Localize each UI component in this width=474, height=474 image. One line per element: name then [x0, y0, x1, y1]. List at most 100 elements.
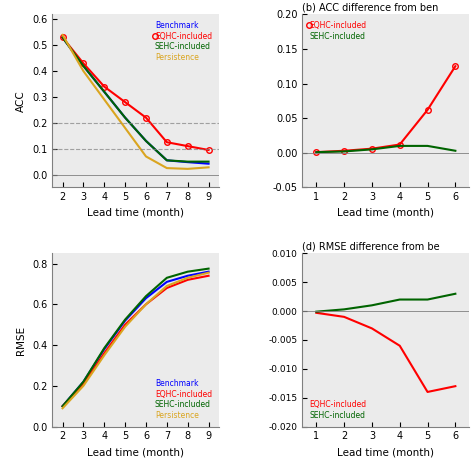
EQHC-included	[185, 143, 191, 149]
EQHC-included	[122, 100, 128, 105]
Benchmark	[101, 89, 107, 95]
EQHC-included	[453, 383, 458, 389]
Persistence	[81, 383, 86, 389]
Line: EQHC-included: EQHC-included	[316, 313, 456, 392]
EQHC-included	[143, 115, 149, 120]
SEHC-included	[143, 138, 149, 144]
EQHC-included	[206, 273, 211, 279]
Benchmark	[206, 269, 211, 274]
Line: SEHC-included: SEHC-included	[63, 37, 209, 162]
EQHC-included	[60, 403, 65, 409]
EQHC-included	[397, 343, 402, 348]
SEHC-included	[143, 293, 149, 299]
Persistence	[164, 165, 170, 171]
Benchmark	[81, 63, 86, 69]
EQHC-included	[341, 148, 347, 154]
SEHC-included	[313, 149, 319, 155]
Line: SEHC-included: SEHC-included	[63, 269, 209, 406]
SEHC-included	[81, 379, 86, 384]
EQHC-included	[81, 381, 86, 387]
X-axis label: Lead time (month): Lead time (month)	[87, 208, 184, 218]
Persistence	[81, 68, 86, 74]
SEHC-included	[453, 148, 458, 154]
Benchmark	[81, 379, 86, 384]
SEHC-included	[206, 266, 211, 272]
Benchmark	[122, 318, 128, 323]
SEHC-included	[101, 345, 107, 351]
Persistence	[206, 164, 211, 170]
Legend: Benchmark, EQHC-included, SEHC-included, Persistence: Benchmark, EQHC-included, SEHC-included,…	[152, 376, 215, 423]
SEHC-included	[397, 143, 402, 149]
Benchmark	[185, 159, 191, 165]
Persistence	[60, 32, 65, 38]
Benchmark	[101, 346, 107, 352]
Benchmark	[60, 403, 65, 409]
Persistence	[164, 283, 170, 289]
Legend: EQHC-included, SEHC-included: EQHC-included, SEHC-included	[306, 18, 369, 44]
Benchmark	[60, 35, 65, 40]
EQHC-included	[101, 84, 107, 90]
EQHC-included	[313, 310, 319, 316]
Benchmark	[122, 115, 128, 120]
SEHC-included	[122, 317, 128, 322]
Persistence	[185, 166, 191, 172]
Persistence	[206, 270, 211, 275]
EQHC-included	[164, 139, 170, 145]
Line: Benchmark: Benchmark	[63, 272, 209, 406]
SEHC-included	[185, 269, 191, 274]
X-axis label: Lead time (month): Lead time (month)	[87, 447, 184, 457]
SEHC-included	[453, 291, 458, 297]
Persistence	[122, 125, 128, 131]
SEHC-included	[369, 302, 375, 308]
SEHC-included	[185, 159, 191, 164]
EQHC-included	[143, 301, 149, 307]
Line: EQHC-included: EQHC-included	[313, 64, 458, 155]
SEHC-included	[81, 63, 86, 69]
EQHC-included	[341, 314, 347, 319]
SEHC-included	[206, 159, 211, 164]
Benchmark	[143, 295, 149, 301]
EQHC-included	[81, 61, 86, 66]
EQHC-included	[313, 149, 319, 155]
Line: Benchmark: Benchmark	[63, 37, 209, 164]
SEHC-included	[369, 146, 375, 152]
EQHC-included	[369, 146, 375, 152]
Line: SEHC-included: SEHC-included	[316, 294, 456, 312]
SEHC-included	[341, 307, 347, 312]
SEHC-included	[60, 35, 65, 40]
Persistence	[143, 301, 149, 307]
EQHC-included	[425, 107, 430, 113]
EQHC-included	[185, 277, 191, 283]
Persistence	[122, 324, 128, 329]
SEHC-included	[164, 275, 170, 281]
Y-axis label: RMSE: RMSE	[16, 326, 27, 355]
Benchmark	[164, 157, 170, 163]
SEHC-included	[101, 89, 107, 95]
Text: (d) RMSE difference from be: (d) RMSE difference from be	[302, 241, 440, 251]
Legend: Benchmark, EQHC-included, SEHC-included, Persistence: Benchmark, EQHC-included, SEHC-included,…	[152, 18, 215, 65]
SEHC-included	[425, 143, 430, 149]
SEHC-included	[60, 403, 65, 409]
Legend: EQHC-included, SEHC-included: EQHC-included, SEHC-included	[306, 397, 369, 423]
Persistence	[101, 352, 107, 358]
Line: Persistence: Persistence	[63, 273, 209, 408]
SEHC-included	[341, 149, 347, 155]
X-axis label: Lead time (month): Lead time (month)	[337, 208, 434, 218]
EQHC-included	[164, 285, 170, 291]
EQHC-included	[453, 64, 458, 69]
Text: (b) ACC difference from ben: (b) ACC difference from ben	[302, 2, 439, 12]
SEHC-included	[313, 309, 319, 315]
Line: SEHC-included: SEHC-included	[316, 146, 456, 152]
Y-axis label: ACC: ACC	[16, 90, 27, 112]
EQHC-included	[122, 322, 128, 328]
Benchmark	[185, 273, 191, 279]
Benchmark	[206, 161, 211, 166]
Persistence	[185, 275, 191, 281]
EQHC-included	[369, 326, 375, 331]
X-axis label: Lead time (month): Lead time (month)	[337, 447, 434, 457]
SEHC-included	[164, 157, 170, 163]
EQHC-included	[425, 389, 430, 395]
Persistence	[101, 97, 107, 102]
SEHC-included	[425, 297, 430, 302]
Line: EQHC-included: EQHC-included	[63, 276, 209, 406]
